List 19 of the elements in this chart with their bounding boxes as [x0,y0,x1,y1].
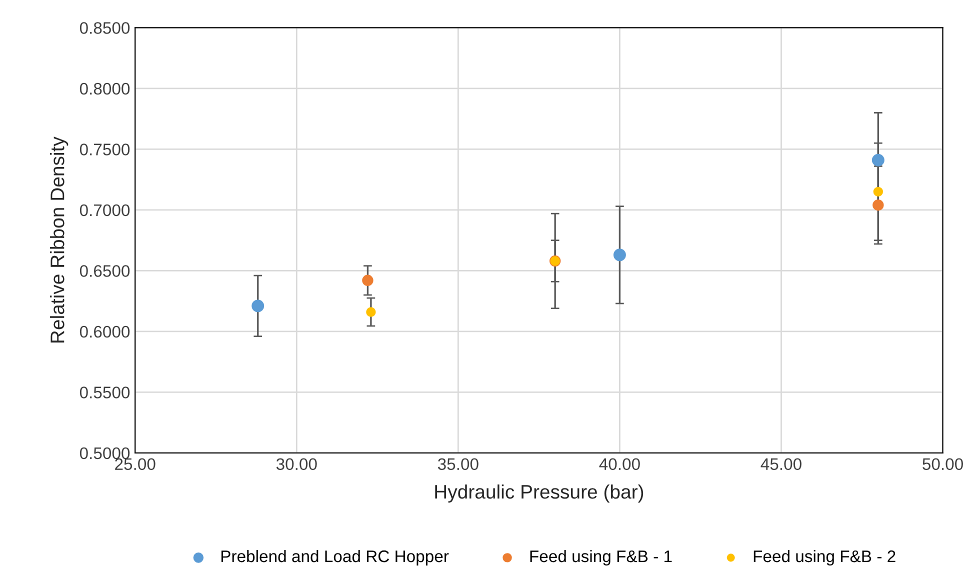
x-tick-label: 35.00 [438,458,478,470]
y-axis-title: Relative Ribbon Density [50,136,68,342]
y-tick-label: 0.8000 [80,82,130,95]
y-tick-label: 0.6500 [80,265,130,277]
x-tick-label: 45.00 [760,458,802,470]
legend-label: Feed using F&B - 1 [530,550,672,566]
y-tick-label: 0.8500 [80,22,130,34]
x-tick-label: 50.00 [922,458,963,470]
legend-label: Preblend and Load RC Hopper [221,550,449,566]
x-tick-label: 40.00 [599,458,640,470]
y-tick-label: 0.5000 [80,447,130,460]
x-axis-title: Hydraulic Pressure (bar) [435,484,644,503]
y-tick-label: 0.6000 [80,326,130,338]
x-tick-label: 25.00 [115,458,156,470]
y-tick-label: 0.5500 [80,386,130,398]
x-tick-label: 30.00 [276,458,317,470]
y-tick-label: 0.7500 [80,144,130,156]
y-tick-label: 0.7000 [80,204,130,216]
legend-label: Feed using F&B - 2 [754,550,896,566]
